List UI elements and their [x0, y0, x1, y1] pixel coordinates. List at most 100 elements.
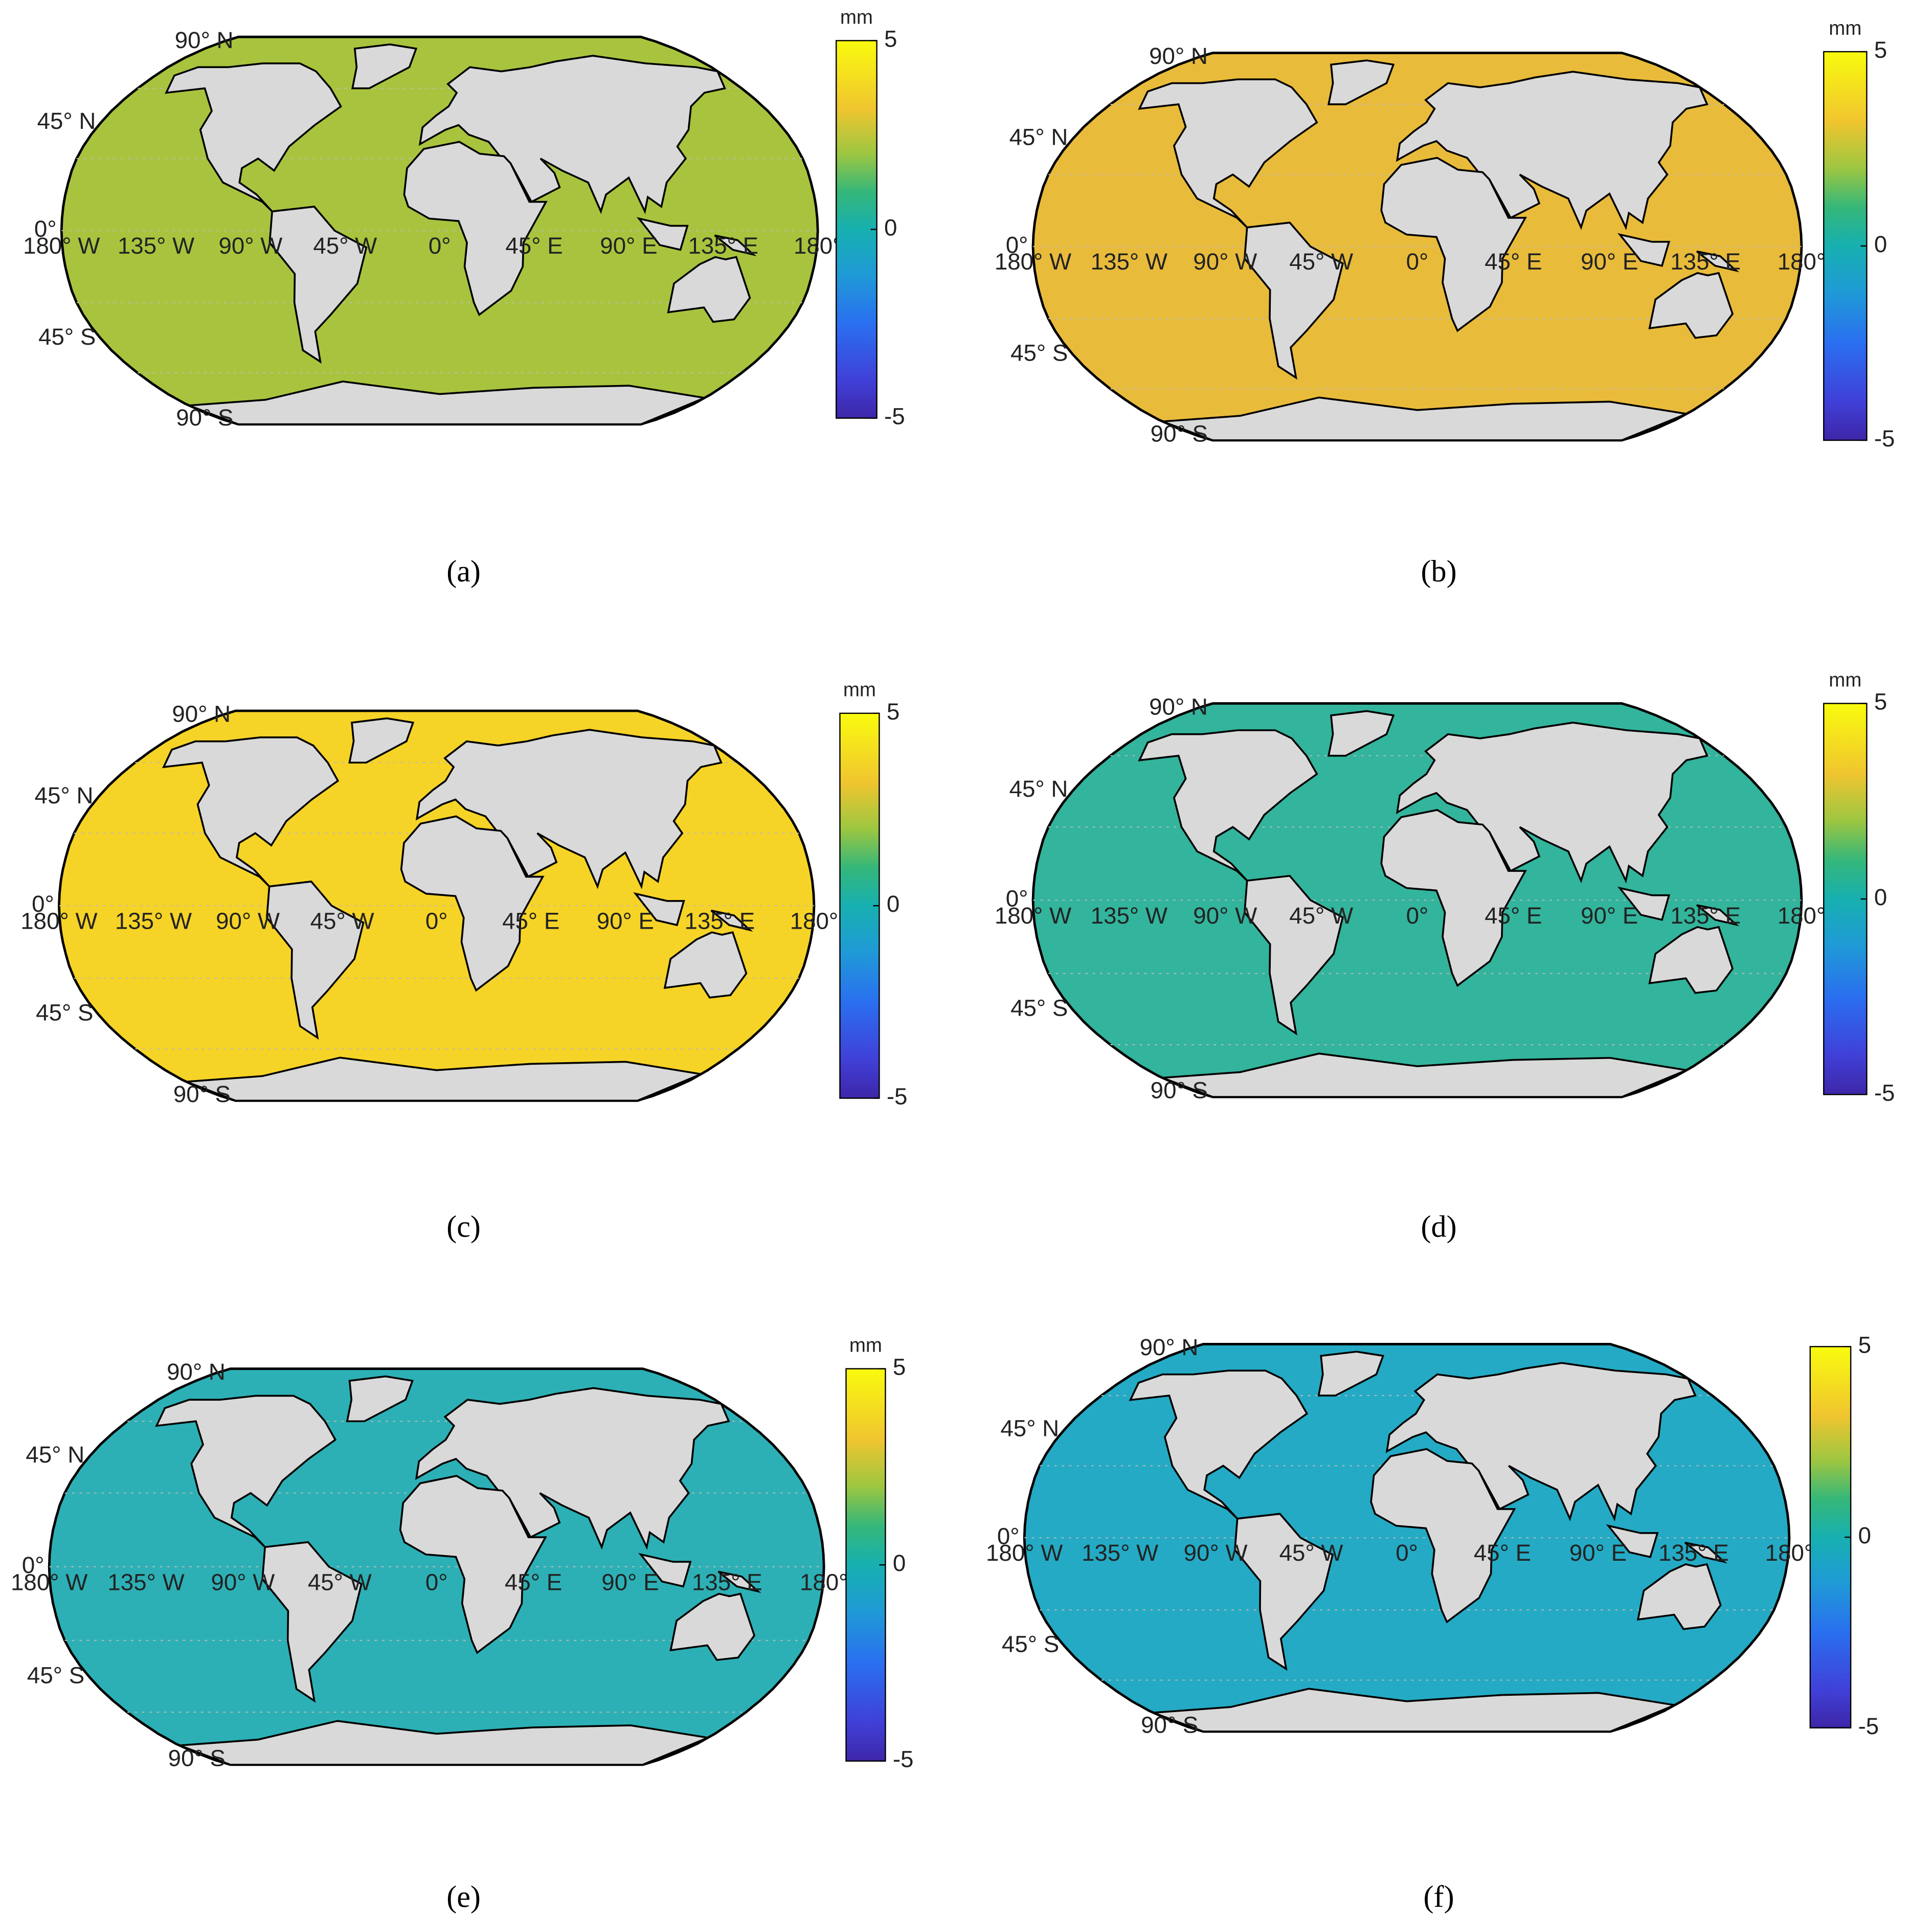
lat-label: 90° S [168, 1745, 226, 1771]
lat-label: 45° S [38, 324, 96, 350]
colorbar-tick-label: 0 [1874, 231, 1887, 257]
lat-label: 0° [32, 891, 54, 917]
lon-label: 180° W [20, 908, 97, 934]
lat-label: 0° [34, 216, 57, 242]
land [1648, 926, 1734, 994]
land [710, 909, 753, 932]
map-panel: 90° N 45° N 0° 45° S 90° S 180° W 135° W 90° W 4… [11, 1334, 913, 1914]
lat-label: 0° [997, 1523, 1020, 1549]
lon-label: 135° W [1091, 903, 1167, 929]
land [415, 1387, 730, 1550]
land [669, 1592, 756, 1661]
lon-label: 90° W [211, 1569, 275, 1595]
lon-label: 180° W [995, 249, 1071, 275]
lon-label: 135° E [1658, 1540, 1729, 1566]
colorbar [1823, 51, 1868, 441]
land [1138, 729, 1318, 882]
colorbar-tick-label: 0 [1874, 884, 1887, 910]
lon-label: 135° E [685, 908, 755, 934]
land [165, 62, 342, 212]
land [348, 717, 415, 764]
land [1385, 1362, 1697, 1522]
lat-label: 90° N [1149, 693, 1208, 720]
land [186, 1057, 705, 1102]
map-panel: 90° N 45° N 0° 45° S 90° S 180° W 135° W 90° W 4… [995, 669, 1895, 1244]
lat-label: 90° N [172, 701, 231, 727]
lon-label: 135° E [1670, 903, 1741, 929]
land [1327, 710, 1395, 757]
colorbar-tick-label: 0 [887, 891, 900, 917]
land [346, 1375, 414, 1423]
land [1684, 1541, 1727, 1564]
land [1636, 1563, 1722, 1630]
panel-label: (f) [1424, 1880, 1454, 1914]
lon-label: 45° W [313, 233, 377, 259]
land [714, 234, 757, 257]
land [261, 1541, 363, 1703]
lat-label: 90° S [1141, 1712, 1198, 1738]
land [1380, 156, 1527, 332]
colorbar-tick-label: 0 [1858, 1522, 1871, 1548]
colorbar-tick-label: -5 [1858, 1713, 1879, 1739]
lon-label: 90° E [1581, 903, 1638, 929]
lon-label: 45° E [1485, 903, 1542, 929]
lat-label: 90° S [176, 405, 233, 431]
land [663, 931, 748, 999]
lat-label: 45° S [1010, 340, 1068, 366]
land [403, 141, 548, 317]
land [418, 55, 726, 215]
land [1129, 1369, 1309, 1519]
land [162, 736, 340, 887]
lat-label: 90° N [167, 1359, 226, 1385]
colorbar-tick-label: -5 [1874, 1080, 1895, 1106]
lon-label: 90° W [1193, 249, 1257, 275]
lon-label: 45° W [310, 908, 374, 934]
lon-label: 90° W [219, 233, 283, 259]
colorbar [1809, 1346, 1852, 1728]
land [638, 1553, 692, 1588]
lon-label: 90° W [216, 908, 280, 934]
lat-label: 90° N [1149, 43, 1208, 69]
colorbar-unit: mm [849, 1334, 882, 1356]
land [1153, 1688, 1678, 1733]
lon-label: 135° E [692, 1569, 762, 1595]
colorbar [839, 712, 880, 1099]
lat-label: 45° S [1010, 995, 1068, 1021]
lon-label: 0° [1406, 903, 1429, 929]
colorbar-tick-label: 5 [893, 1354, 906, 1380]
land [1396, 722, 1708, 884]
land [400, 815, 545, 992]
land [265, 880, 365, 1040]
land [1696, 904, 1740, 927]
land [1648, 272, 1734, 339]
colorbar-unit: mm [843, 679, 876, 701]
land [636, 217, 689, 251]
lon-label: 135° E [1670, 249, 1741, 275]
lon-label: 180° W [23, 233, 100, 259]
lon-label: 180° W [986, 1540, 1063, 1566]
lon-label: 45° W [1289, 903, 1353, 929]
lat-label: 90° N [175, 27, 234, 53]
lon-label: 180° W [11, 1569, 87, 1595]
lon-label: 90° E [597, 908, 654, 934]
lat-label: 45° N [37, 108, 96, 134]
colorbar [1823, 703, 1868, 1095]
land [1162, 1052, 1690, 1098]
lon-label: 90° E [1581, 249, 1638, 275]
lon-label: 180° W [995, 903, 1071, 929]
colorbar-tick-label: -5 [1874, 425, 1895, 452]
lon-label: 135° W [107, 1569, 184, 1595]
lat-label: 0° [1006, 885, 1028, 911]
colorbar-tick-label: 5 [1858, 1332, 1871, 1358]
land [1696, 250, 1740, 273]
land [1317, 1351, 1385, 1397]
land [188, 380, 708, 425]
map-panel: 90° N 45° N 0° 45° S 90° S 180° W 135° W 90° W 4… [23, 6, 905, 589]
lat-label: 0° [1006, 232, 1028, 258]
land [415, 729, 723, 890]
colorbar-tick-label: 0 [884, 215, 897, 241]
colorbar-tick-label: -5 [884, 403, 905, 430]
map-panel: 90° N 45° N 0° 45° S 90° S 180° W 135° W 90° W 4… [995, 17, 1895, 589]
lat-label: 90° S [1151, 1077, 1208, 1104]
